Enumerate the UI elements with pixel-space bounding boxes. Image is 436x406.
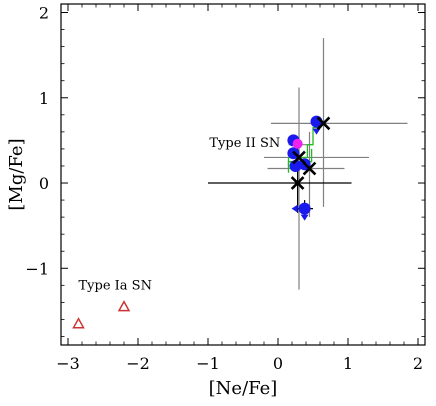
y-axis-title: [Mg/Fe] <box>6 138 27 210</box>
x-tick-label: 0 <box>273 354 283 373</box>
ticks: −3 −2 −1 0 1 2 −1 0 1 2 <box>25 4 425 373</box>
plot-frame <box>60 3 426 346</box>
y-tick-label: 2 <box>39 4 49 23</box>
x-tick-label: −2 <box>126 354 150 373</box>
triangle-point <box>72 317 85 329</box>
plot-border <box>60 3 426 346</box>
annotation-label: Type II SN <box>209 136 280 151</box>
x-tick-label: 2 <box>413 354 423 373</box>
cross-point <box>290 176 305 190</box>
x-axis-title: [Ne/Fe] <box>209 378 278 399</box>
y-tick-label: 1 <box>39 89 49 108</box>
data-points <box>72 115 331 329</box>
limit-arrow <box>312 128 321 135</box>
y-tick-label: −1 <box>25 259 49 278</box>
annotation-label: Type Ia SN <box>79 279 152 294</box>
x-tick-label: −3 <box>56 354 80 373</box>
circle-point <box>289 159 302 172</box>
model-step-line <box>287 126 322 166</box>
y-tick-label: 0 <box>39 174 49 193</box>
limit-arrow <box>300 214 309 221</box>
cross-point <box>302 161 317 176</box>
labels: [Ne/Fe] [Mg/Fe] Type II SN Type Ia SN <box>6 136 280 399</box>
x-tick-label: 1 <box>343 354 353 373</box>
limit-arrow <box>291 204 298 213</box>
magenta-point <box>292 138 303 149</box>
cross-point <box>316 116 331 131</box>
cross-point <box>292 150 306 165</box>
triangle-point <box>117 300 131 312</box>
circle-point <box>298 202 311 215</box>
x-tick-label: −1 <box>196 354 220 373</box>
